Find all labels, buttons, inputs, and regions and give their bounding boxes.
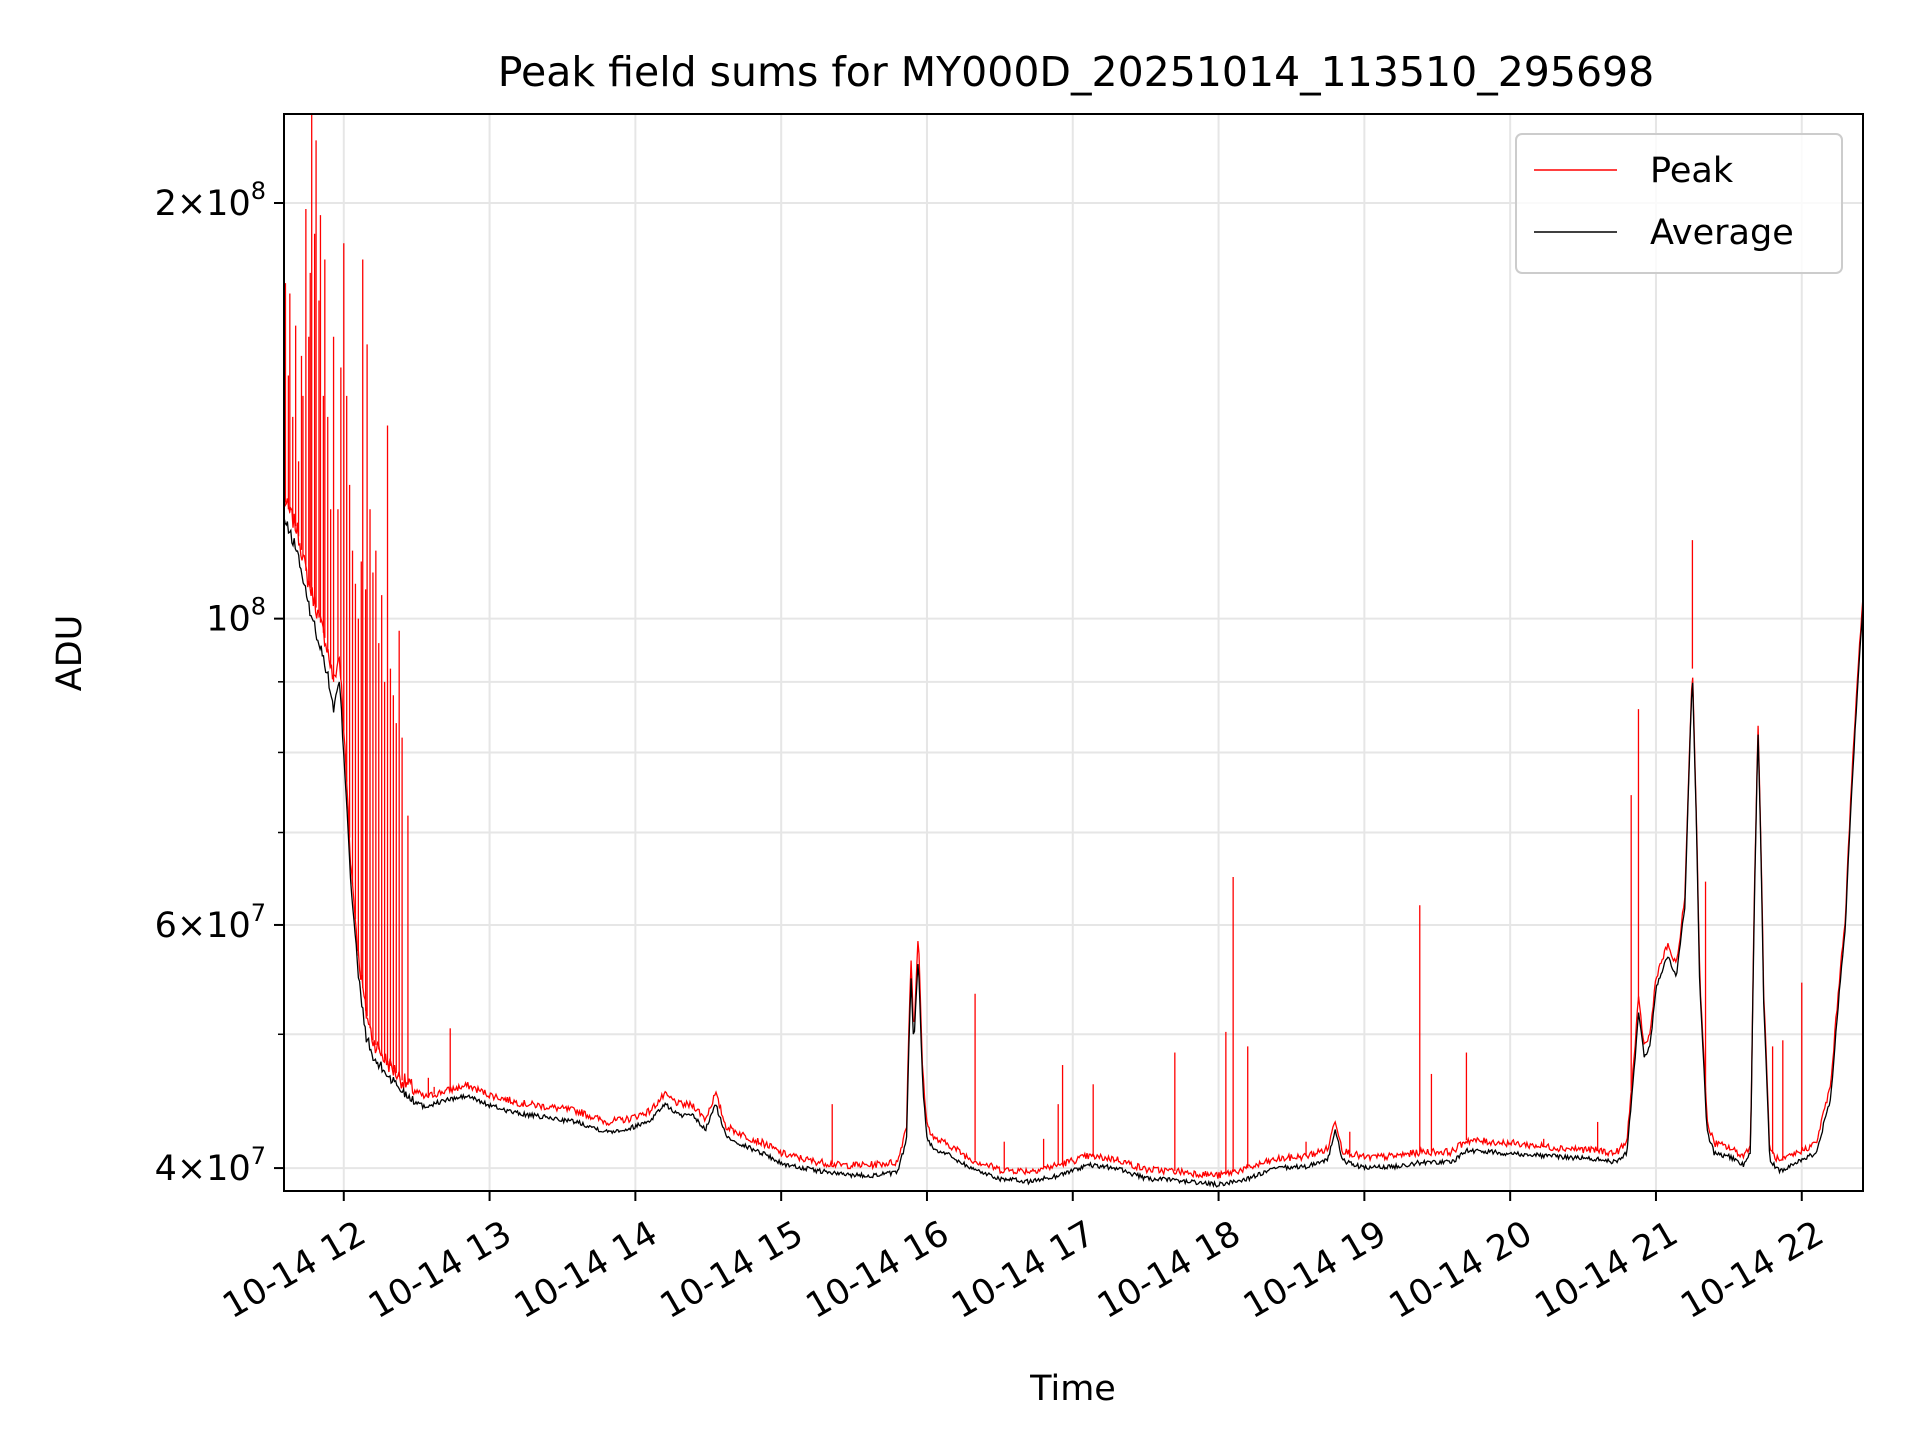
y-axis-label: ADU [50,615,90,692]
y-tick-label: 6×107 [155,899,266,946]
peak-series-line [284,497,1863,1179]
average-series-line [284,517,1863,1189]
x-axis-label: Time [1029,1369,1116,1409]
legend-peak-label: Peak [1650,151,1734,191]
legend-box [1515,133,1843,274]
y-tick-label: 4×107 [155,1142,266,1189]
legend: Peak Average [1515,133,1843,274]
legend-average-label: Average [1650,213,1794,253]
chart-title: Peak field sums for MY000D_20251014_1135… [498,48,1654,96]
y-tick-label: 2×108 [155,177,266,224]
